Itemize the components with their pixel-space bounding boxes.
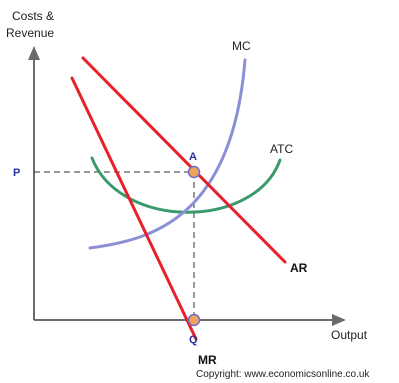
point-a-marker (187, 165, 201, 179)
y-axis-label-line1: Costs & (12, 9, 54, 23)
copyright-text: Copyright: www.economicsonline.co.uk (196, 369, 370, 380)
mr-label: MR (198, 353, 217, 367)
atc-label: ATC (270, 142, 293, 156)
atc-curve (90, 156, 282, 214)
mc-label: MC (232, 39, 251, 53)
ar-line (81, 56, 287, 264)
mc-curve (88, 58, 247, 250)
point-a-label: A (189, 151, 197, 163)
quantity-label: Q (189, 334, 198, 346)
y-axis-arrowhead (28, 46, 40, 60)
ar-label: AR (290, 261, 308, 275)
price-label: P (13, 167, 20, 179)
mr-line (70, 76, 198, 341)
point-q-marker (187, 313, 201, 327)
y-axis-label-line2: Revenue (6, 26, 54, 40)
x-axis-label: Output (331, 328, 368, 342)
x-axis-arrowhead (332, 314, 346, 326)
